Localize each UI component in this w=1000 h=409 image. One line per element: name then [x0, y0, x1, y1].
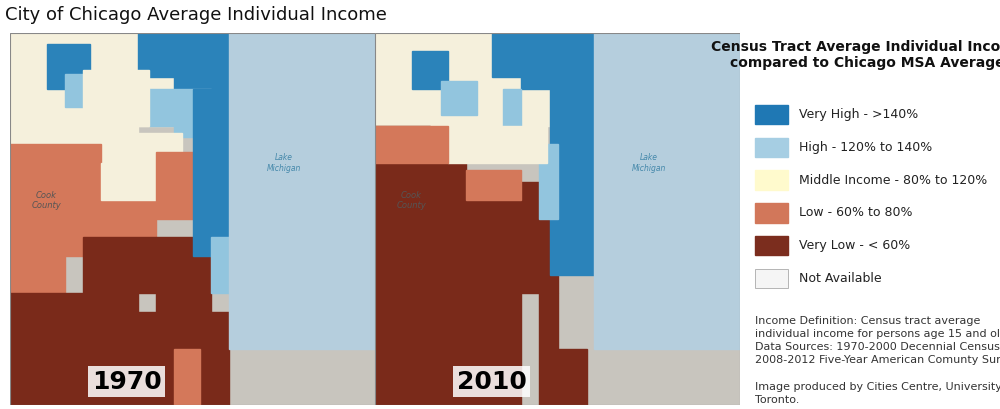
Bar — [138, 33, 174, 77]
Bar — [539, 144, 558, 219]
Bar — [375, 237, 521, 405]
Text: 1970: 1970 — [92, 370, 162, 394]
Bar — [375, 33, 576, 126]
Bar — [755, 203, 788, 222]
Bar — [101, 163, 174, 200]
Bar — [539, 293, 558, 405]
Bar — [10, 126, 83, 200]
Bar — [521, 200, 558, 293]
Text: High - 120% to 140%: High - 120% to 140% — [799, 141, 932, 154]
Bar — [101, 182, 156, 237]
Bar — [138, 133, 182, 163]
Bar — [83, 70, 149, 126]
Bar — [156, 152, 200, 219]
Bar — [46, 44, 90, 88]
Bar — [375, 126, 448, 163]
Bar — [594, 33, 740, 349]
Bar — [755, 236, 788, 255]
Bar — [492, 33, 521, 77]
Text: Very Low - < 60%: Very Low - < 60% — [799, 239, 910, 252]
Bar — [466, 182, 539, 256]
Text: Middle Income - 80% to 120%: Middle Income - 80% to 120% — [799, 173, 987, 187]
Bar — [521, 33, 594, 88]
Bar — [229, 33, 375, 349]
Text: Very High - >140%: Very High - >140% — [799, 108, 918, 121]
Bar — [138, 312, 211, 405]
Bar — [441, 81, 477, 115]
Bar — [174, 349, 200, 405]
Bar — [375, 126, 430, 163]
Bar — [149, 89, 174, 126]
Bar — [174, 33, 229, 88]
Bar — [192, 88, 236, 256]
Bar — [755, 105, 788, 124]
Text: City of Chicago Average Individual Income: City of Chicago Average Individual Incom… — [5, 6, 387, 24]
Bar — [156, 237, 211, 312]
Bar — [10, 33, 211, 126]
Bar — [174, 88, 211, 137]
Bar — [65, 74, 94, 107]
Bar — [200, 312, 229, 405]
Bar — [412, 51, 448, 88]
Bar — [755, 171, 788, 190]
Text: Not Available: Not Available — [799, 272, 881, 285]
Bar — [503, 89, 521, 126]
Text: Cook
County: Cook County — [32, 191, 61, 210]
Text: 2010: 2010 — [457, 370, 527, 394]
Bar — [466, 171, 521, 200]
Bar — [375, 163, 466, 237]
Text: Cook
County: Cook County — [397, 191, 426, 210]
Text: Census Tract Average Individual Income
compared to Chicago MSA Average: Census Tract Average Individual Income c… — [711, 40, 1000, 70]
Bar — [83, 237, 156, 293]
Text: Income Definition: Census tract average
individual income for persons age 15 and: Income Definition: Census tract average … — [755, 316, 1000, 405]
Bar — [755, 269, 788, 288]
Bar — [448, 126, 503, 163]
Bar — [10, 293, 138, 405]
Text: Low - 60% to 80%: Low - 60% to 80% — [799, 207, 912, 219]
Bar — [558, 349, 587, 405]
Text: Lake
Michigan: Lake Michigan — [632, 153, 666, 173]
Bar — [10, 144, 101, 256]
Bar — [503, 126, 547, 163]
Bar — [550, 70, 601, 275]
Text: Lake
Michigan: Lake Michigan — [267, 153, 301, 173]
Bar — [10, 256, 65, 293]
Bar — [755, 138, 788, 157]
Bar — [211, 237, 240, 293]
Bar — [83, 126, 138, 163]
